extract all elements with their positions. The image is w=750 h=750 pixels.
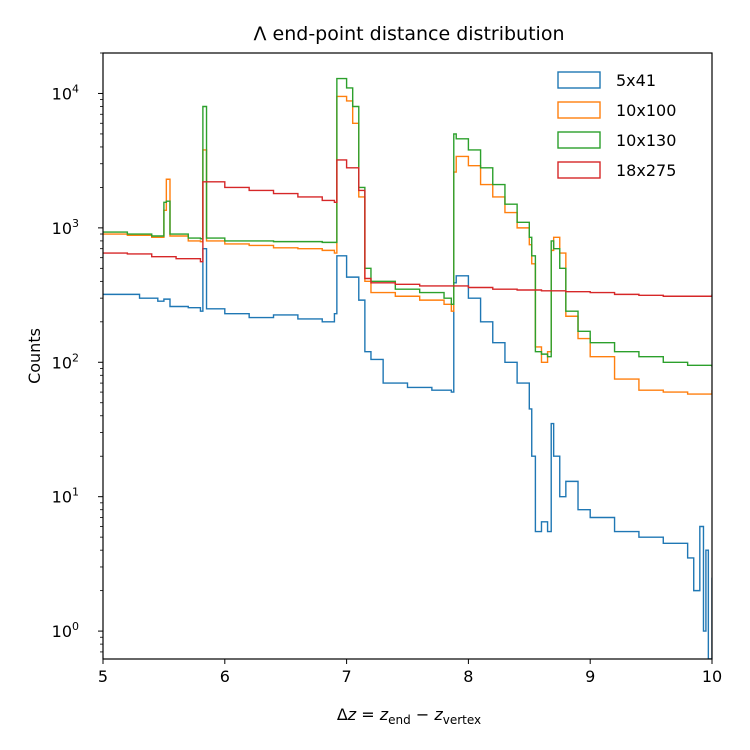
legend-label: 10x130 (616, 131, 676, 150)
y-tick-base: 10 (52, 353, 72, 372)
series-line-18x275 (103, 159, 712, 297)
y-axis-label: Counts (25, 328, 44, 384)
y-tick-label: 102 (52, 351, 79, 372)
legend-label: 18x275 (616, 161, 676, 180)
xlabel-eq: = (356, 705, 380, 724)
chart-title: Λ end-point distance distribution (253, 23, 564, 45)
x-tick-label: 7 (342, 667, 352, 686)
x-axis-ticks: 5 6 7 8 9 10 (98, 659, 722, 686)
xlabel-z2: z (433, 705, 443, 724)
x-tick-label: 8 (463, 667, 473, 686)
plot-area-frame (102, 52, 713, 660)
series-line-5x41 (103, 247, 712, 659)
xlabel-z1: z (379, 705, 389, 724)
y-tick-label: 104 (52, 82, 79, 103)
series-line-10x130 (103, 77, 712, 368)
x-tick-label: 5 (98, 667, 108, 686)
y-tick-exponent: 3 (72, 217, 79, 230)
legend: 5x41 10x100 10x130 18x275 (557, 71, 676, 180)
y-tick-base: 10 (52, 219, 72, 238)
x-axis-label: Δz = zend − zvertex (337, 705, 481, 727)
xlabel-minus: − (411, 705, 435, 724)
y-tick-base: 10 (52, 488, 72, 507)
y-tick-exponent: 1 (72, 486, 79, 499)
legend-label: 5x41 (616, 71, 656, 90)
legend-swatch (557, 131, 601, 149)
legend-label: 10x100 (616, 101, 676, 120)
y-tick-label: 101 (52, 486, 79, 507)
y-tick-exponent: 2 (72, 351, 79, 364)
legend-swatch (557, 161, 601, 179)
y-tick-exponent: 0 (72, 620, 79, 633)
y-tick-base: 10 (52, 84, 72, 103)
xlabel-sub1: end (388, 713, 411, 727)
xlabel-prefix: Δ (337, 705, 348, 724)
x-tick-label: 10 (702, 667, 722, 686)
y-tick-label: 103 (52, 217, 79, 238)
y-tick-base: 10 (52, 622, 72, 641)
x-tick-label: 6 (220, 667, 230, 686)
legend-swatch (557, 71, 601, 89)
y-tick-exponent: 4 (72, 82, 79, 95)
y-tick-label: 100 (52, 620, 79, 641)
series-layer (103, 77, 712, 659)
xlabel-var: z (347, 705, 357, 724)
xlabel-sub2: vertex (443, 713, 481, 727)
x-tick-label: 9 (585, 667, 595, 686)
legend-swatch (557, 101, 601, 119)
